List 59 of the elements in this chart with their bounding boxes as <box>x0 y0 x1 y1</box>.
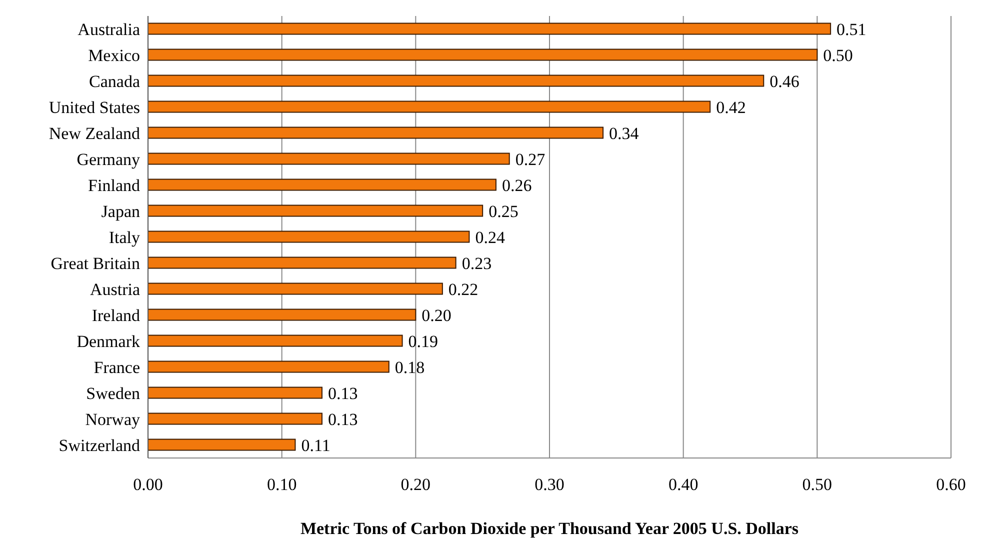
x-tick-label: 0.30 <box>534 475 564 494</box>
y-tick-label: Denmark <box>76 332 140 352</box>
bar <box>148 308 416 321</box>
bar <box>148 22 832 35</box>
y-tick-label: Italy <box>108 228 140 248</box>
data-label: 0.13 <box>328 384 358 403</box>
bar <box>148 126 604 139</box>
y-tick-label: Norway <box>85 410 140 430</box>
bar <box>148 152 510 165</box>
y-tick-label: Ireland <box>92 306 140 326</box>
data-label: 0.26 <box>502 176 532 195</box>
y-tick-label: Japan <box>101 202 140 222</box>
data-label: 0.42 <box>716 98 746 117</box>
y-tick-label: Mexico <box>88 46 140 66</box>
y-tick-label: Great Britain <box>50 254 140 274</box>
data-label: 0.13 <box>328 410 358 429</box>
y-tick-label: Canada <box>89 72 140 92</box>
bar <box>148 178 496 191</box>
data-label: 0.23 <box>462 254 492 273</box>
x-tick-label: 0.00 <box>133 475 163 494</box>
data-label: 0.24 <box>475 228 506 247</box>
y-tick-label: Finland <box>88 176 140 196</box>
bar <box>148 204 484 217</box>
bar <box>148 256 456 269</box>
data-label: 0.20 <box>422 306 452 325</box>
x-tick-label: 0.20 <box>400 475 431 494</box>
bar <box>148 48 818 61</box>
bar <box>148 282 443 295</box>
x-tick-label: 0.40 <box>668 475 698 494</box>
x-tick-label: 0.50 <box>802 475 832 494</box>
data-label: 0.27 <box>515 150 546 169</box>
y-tick-label: Germany <box>76 150 140 170</box>
data-label: 0.46 <box>770 72 800 91</box>
x-tick-label: 0.60 <box>936 475 966 494</box>
bar <box>148 386 322 399</box>
y-tick-label: Australia <box>78 20 140 40</box>
data-label: 0.25 <box>488 202 518 221</box>
bar <box>148 438 296 451</box>
data-label: 0.50 <box>823 46 853 65</box>
bar <box>148 100 711 113</box>
bar <box>148 334 403 347</box>
y-tick-label: New Zealand <box>48 124 140 144</box>
y-tick-label: Sweden <box>86 384 140 404</box>
y-tick-label: Austria <box>90 280 140 300</box>
data-label: 0.51 <box>836 20 866 39</box>
bar <box>148 360 390 373</box>
data-label: 0.18 <box>394 358 425 377</box>
bar <box>148 74 764 87</box>
data-label: 0.19 <box>408 332 438 351</box>
y-tick-label: Switzerland <box>58 436 140 456</box>
x-tick-label: 0.10 <box>266 475 297 494</box>
x-axis-title: Metric Tons of Carbon Dioxide per Thousand Year 2005 U.S. Dollars <box>300 519 799 538</box>
y-tick-label: France <box>94 358 140 378</box>
data-label: 0.22 <box>448 280 478 299</box>
data-label: 0.34 <box>609 124 640 143</box>
data-label: 0.11 <box>301 436 330 455</box>
bar <box>148 412 322 425</box>
y-tick-label: United States <box>48 98 140 118</box>
bar <box>148 230 470 243</box>
